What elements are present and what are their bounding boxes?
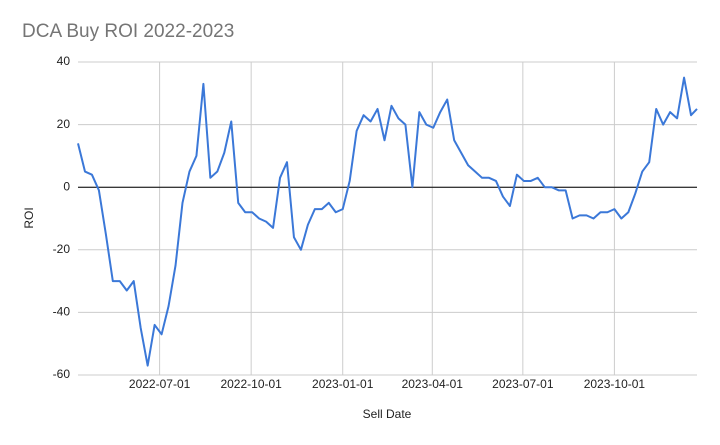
x-tick-label: 2023-07-01 — [492, 377, 554, 391]
y-tick-label: -20 — [53, 242, 71, 256]
x-tick-label: 2022-07-01 — [129, 377, 191, 391]
x-tick-label: 2022-10-01 — [220, 377, 282, 391]
x-tick-label: 2023-04-01 — [402, 377, 464, 391]
y-tick-label: 20 — [57, 117, 71, 131]
x-tick-label: 2023-10-01 — [584, 377, 646, 391]
y-tick-label: -60 — [53, 367, 71, 381]
x-axis-label: Sell Date — [363, 407, 412, 421]
y-tick-label: 0 — [63, 179, 70, 193]
y-tick-label: -40 — [53, 305, 71, 319]
line-series — [77, 76, 698, 367]
y-axis-label: ROI — [22, 207, 36, 228]
x-tick-label: 2023-01-01 — [312, 377, 374, 391]
y-tick-label: 40 — [57, 54, 71, 68]
chart-title: DCA Buy ROI 2022-2023 — [22, 21, 234, 42]
